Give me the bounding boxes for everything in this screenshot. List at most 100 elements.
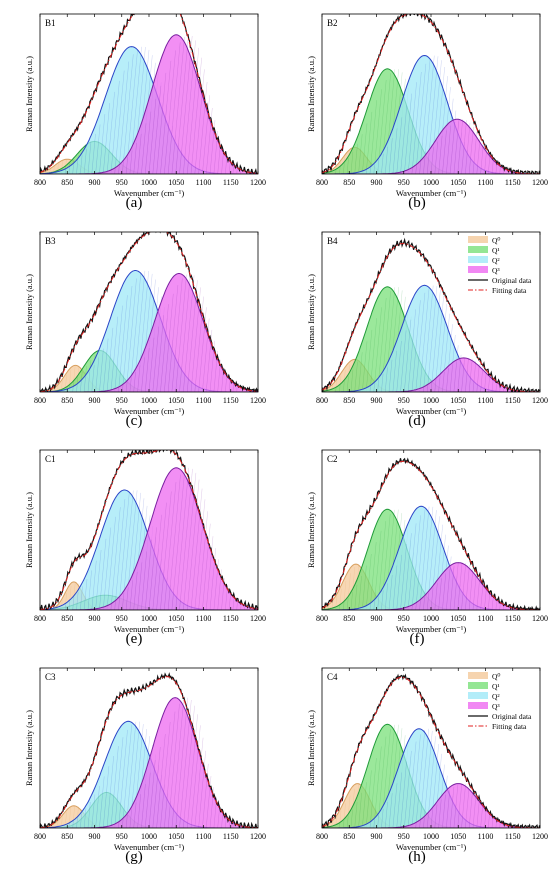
x-tick-label: 1000 xyxy=(141,178,157,187)
legend-label: Original data xyxy=(492,712,532,721)
component-peaks xyxy=(40,450,258,610)
caption-b: (b) xyxy=(408,195,426,211)
x-axis-label: Wavenumber (cm⁻¹) xyxy=(114,842,184,852)
x-tick-label: 850 xyxy=(343,396,355,405)
panel-label: C3 xyxy=(45,672,56,682)
x-axis-label: Wavenumber (cm⁻¹) xyxy=(396,188,466,198)
fitting-data-line xyxy=(40,232,258,392)
chart-panel-b4: 800 850 900 950 1000 1050 1100 1150 1200 Wavenumb… xyxy=(306,231,548,416)
x-tick-label: 1100 xyxy=(478,832,494,841)
fitting-data-line xyxy=(40,450,258,610)
peak-q2 xyxy=(322,728,540,828)
legend-swatch xyxy=(468,236,488,243)
caption-h: (h) xyxy=(408,849,426,865)
peak-hatch-q3 xyxy=(411,562,505,610)
chart-panel-c2: 800 850 900 950 1000 1050 1100 1150 1200 Wavenumb… xyxy=(306,449,548,634)
x-tick-label: 1150 xyxy=(505,832,521,841)
y-axis-label: Raman Intensity (a.u.) xyxy=(306,710,316,786)
caption-f: (f) xyxy=(409,631,425,647)
chart-panel-c4: 800 850 900 950 1000 1050 1100 1150 1200 Wavenumb… xyxy=(306,667,548,852)
x-axis-label: Wavenumber (cm⁻¹) xyxy=(396,624,466,634)
caption-g: (g) xyxy=(125,849,143,865)
x-tick-label: 800 xyxy=(34,614,46,623)
legend-label: Q⁰ xyxy=(492,672,500,681)
component-peaks xyxy=(322,457,540,610)
legend-label: Q² xyxy=(492,256,500,265)
original-data-line xyxy=(322,14,540,174)
legend-swatch xyxy=(468,256,488,263)
peak-hatch-q3 xyxy=(423,357,505,392)
x-axis-label: Wavenumber (cm⁻¹) xyxy=(396,842,466,852)
x-tick-label: 1200 xyxy=(532,178,548,187)
x-tick-label: 1050 xyxy=(450,614,466,623)
x-tick-label: 1150 xyxy=(505,178,521,187)
x-tick-label: 1000 xyxy=(423,614,439,623)
x-tick-label: 950 xyxy=(398,396,410,405)
x-tick-label: 1200 xyxy=(250,396,266,405)
legend-label: Fitting data xyxy=(492,286,527,295)
x-tick-label: 1100 xyxy=(196,178,212,187)
x-tick-label: 1200 xyxy=(532,396,548,405)
legend-label: Original data xyxy=(492,276,532,285)
x-tick-label: 1050 xyxy=(168,396,184,405)
panel-label: B1 xyxy=(45,18,56,28)
component-peaks xyxy=(40,672,258,828)
x-tick-label: 1100 xyxy=(478,614,494,623)
component-peaks xyxy=(322,14,540,174)
x-tick-label: 1000 xyxy=(141,832,157,841)
y-axis-label: Raman Intensity (a.u.) xyxy=(24,56,34,132)
caption-e: (e) xyxy=(125,631,143,647)
chart-panel-b1: 800 850 900 950 1000 1050 1100 1150 1200 Wavenumb… xyxy=(24,13,266,198)
y-axis-label: Raman Intensity (a.u.) xyxy=(306,274,316,350)
x-tick-label: 1200 xyxy=(532,832,548,841)
x-tick-label: 1200 xyxy=(250,614,266,623)
peak-hatch-q3 xyxy=(118,273,238,392)
y-axis-label: Raman Intensity (a.u.) xyxy=(24,274,34,350)
x-tick-label: 1150 xyxy=(223,396,239,405)
peak-hatch-q3 xyxy=(411,119,505,174)
chart-panel-c3: 800 850 900 950 1000 1050 1100 1150 1200 Wavenumb… xyxy=(24,667,266,852)
x-tick-label: 1050 xyxy=(168,614,184,623)
x-tick-label: 1050 xyxy=(450,396,466,405)
x-tick-label: 1000 xyxy=(423,178,439,187)
legend-swatch xyxy=(468,266,488,273)
legend-label: Q² xyxy=(492,692,500,701)
component-peaks xyxy=(40,232,258,392)
panel-label: C1 xyxy=(45,454,56,464)
y-axis-label: Raman Intensity (a.u.) xyxy=(24,710,34,786)
legend-label: Q³ xyxy=(492,702,500,711)
x-tick-label: 1150 xyxy=(505,614,521,623)
x-tick-label: 800 xyxy=(34,396,46,405)
x-tick-label: 850 xyxy=(343,178,355,187)
x-tick-label: 1150 xyxy=(223,178,239,187)
x-tick-label: 800 xyxy=(316,832,328,841)
x-tick-label: 900 xyxy=(89,178,101,187)
peak-hatch-q3 xyxy=(118,697,234,828)
x-tick-label: 800 xyxy=(34,832,46,841)
panel-label: B3 xyxy=(45,236,56,246)
legend-swatch xyxy=(468,682,488,689)
x-tick-label: 1000 xyxy=(423,832,439,841)
x-tick-label: 1150 xyxy=(223,832,239,841)
legend-swatch xyxy=(468,246,488,253)
caption-a: (a) xyxy=(125,195,143,211)
peak-hatch-q3 xyxy=(110,467,245,610)
x-tick-label: 800 xyxy=(34,178,46,187)
peak-hatch-q3 xyxy=(114,34,242,174)
fitting-data-line xyxy=(40,676,258,828)
original-data-line xyxy=(322,673,540,828)
x-tick-label: 900 xyxy=(371,614,383,623)
x-tick-label: 950 xyxy=(116,396,128,405)
x-tick-label: 850 xyxy=(61,614,73,623)
x-tick-label: 950 xyxy=(116,178,128,187)
x-tick-label: 900 xyxy=(89,832,101,841)
x-tick-label: 1150 xyxy=(505,396,521,405)
panel-label: B2 xyxy=(327,18,338,28)
fitting-data-line xyxy=(322,676,540,828)
x-axis-label: Wavenumber (cm⁻¹) xyxy=(114,188,184,198)
x-tick-label: 800 xyxy=(316,396,328,405)
